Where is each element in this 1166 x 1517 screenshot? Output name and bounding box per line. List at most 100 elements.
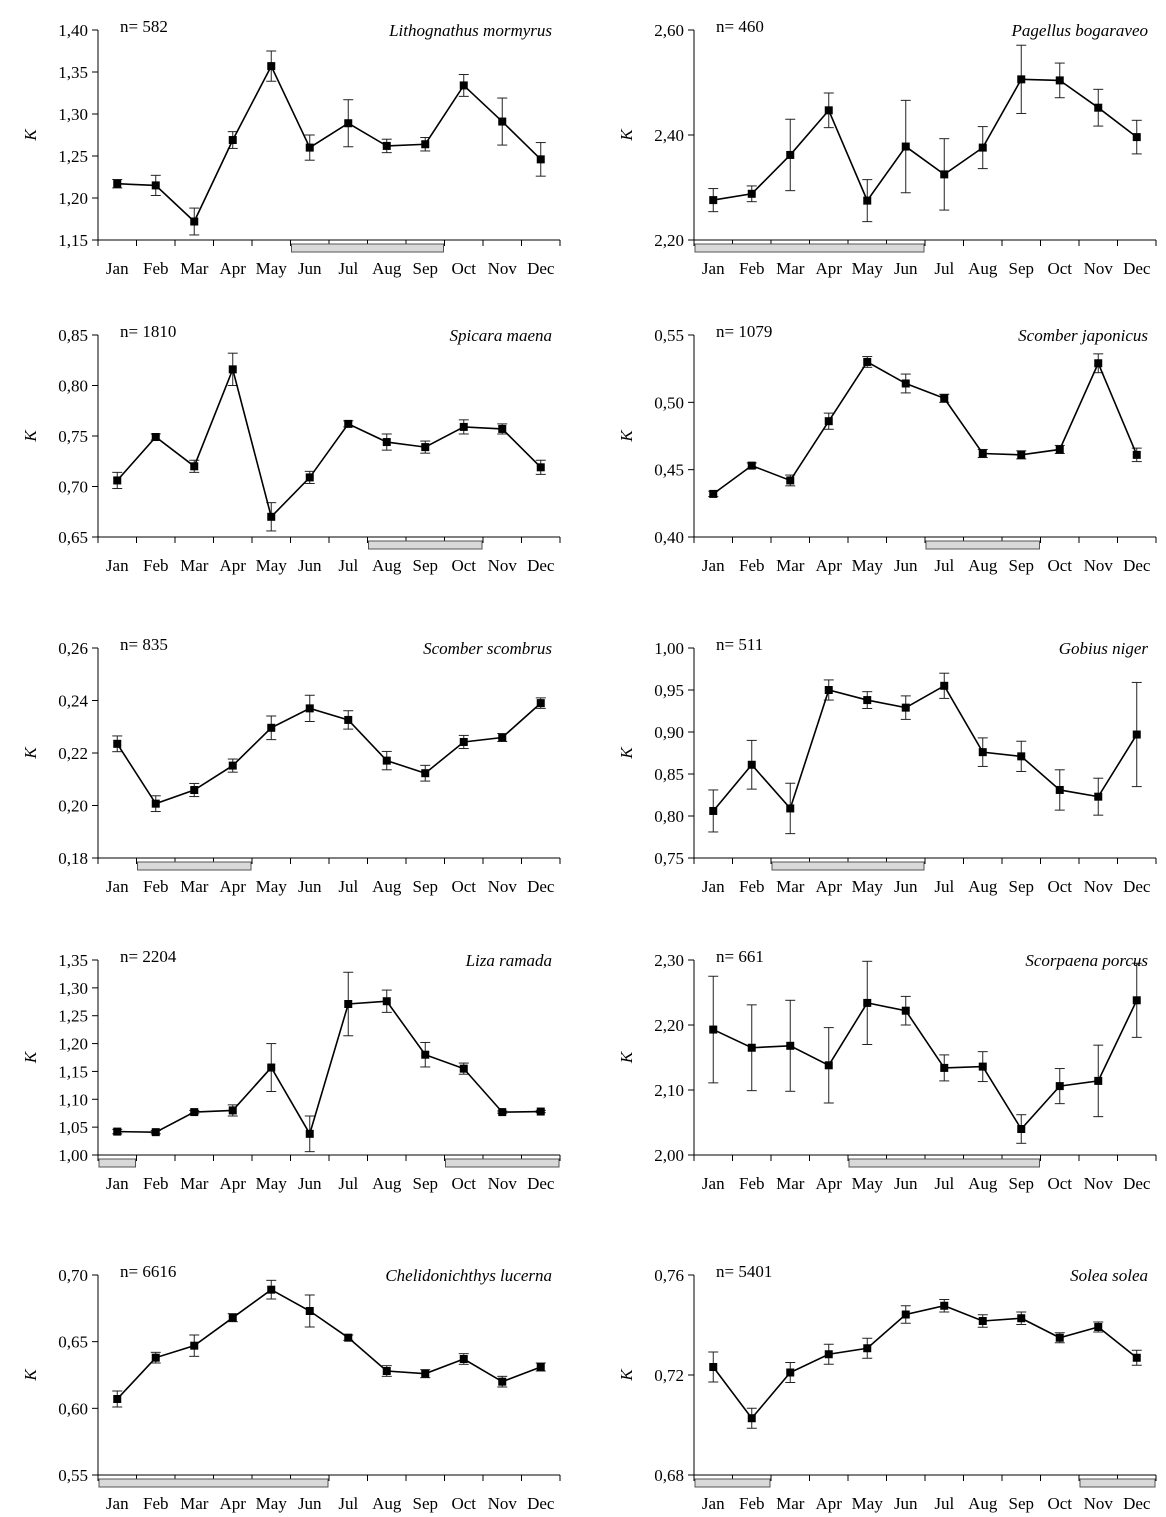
x-tick-label: Mar [180,1174,209,1193]
spawning-period-bar [368,540,483,550]
series-line [712,684,1138,812]
x-tick-label: Feb [739,259,765,278]
x-tick-label: Nov [488,1174,518,1193]
data-point [498,1108,507,1117]
spawning-period-bar [98,1158,136,1168]
data-point [1017,75,1026,84]
data-point [459,737,468,746]
y-tick-label: 1,20 [58,189,88,208]
data-point [1055,1082,1064,1091]
x-tick-label: Sep [413,556,439,575]
y-tick-label: 2,20 [654,231,684,250]
x-tick-label: Jul [934,556,954,575]
chart-panel-5: 0,18 0,20 0,22 0,24 0,26 Jan Feb Mar Apr May Jun Ju… [21,635,561,896]
y-tick-label: 0,90 [654,723,684,742]
spawning-period-bar [694,243,925,253]
x-tick-label: Jan [106,259,129,278]
y-axis-label: K [21,1368,40,1382]
data-point [747,1414,756,1423]
x-tick-label: Mar [776,1494,805,1513]
x-tick-label: Oct [1047,259,1072,278]
data-point [190,1108,199,1117]
x-tick-label: Jun [894,556,918,575]
data-point [151,181,160,190]
sample-size-label: n= 835 [120,635,168,654]
data-point [536,1363,545,1371]
data-point [382,756,391,765]
x-tick-label: Feb [739,1494,765,1513]
x-tick-label: Feb [143,259,169,278]
x-tick-label: Sep [1009,556,1035,575]
series-line [117,1000,541,1136]
x-tick-label: Oct [451,1174,476,1193]
x-tick-label: Dec [1123,556,1151,575]
data-point [1055,76,1064,85]
data-point [228,1313,237,1322]
data-point [228,1106,237,1115]
data-point [786,1041,795,1050]
x-tick-label: Feb [739,877,765,896]
data-point [1017,1314,1026,1323]
sample-size-label: n= 6616 [120,1262,176,1281]
chart-panel-2: 2,20 2,40 2,60 Jan Feb Mar Apr May Jun Jul Aug Sep O… [617,17,1157,278]
x-tick-label: Apr [220,556,247,575]
y-tick-label: 0,65 [58,1333,88,1352]
data-point [747,760,756,769]
x-tick-label: Jul [934,877,954,896]
chart-panel-4: 0,40 0,45 0,50 0,55 Jan Feb Mar Apr May Jun Jul Aug… [617,322,1157,575]
data-point [863,696,872,705]
species-title: Solea solea [1070,1266,1148,1285]
data-point [113,1127,122,1136]
data-point [344,715,353,724]
data-point [1132,996,1141,1005]
y-axis-label: K [21,1050,40,1064]
y-tick-label: 0,70 [58,478,88,497]
chart-panel-10: 0,68 0,72 0,76 Jan Feb Mar Apr May Jun Jul Aug Sep O… [617,1262,1157,1513]
species-title: Scorpaena porcus [1025,951,1148,970]
x-tick-label: Sep [1009,877,1035,896]
data-point [1094,1076,1103,1085]
y-tick-label: 0,55 [58,1466,88,1485]
x-tick-label: Nov [1084,1174,1114,1193]
x-tick-label: Nov [488,877,518,896]
y-tick-label: 0,85 [58,326,88,345]
data-point [901,1006,910,1015]
x-tick-label: Oct [451,556,476,575]
x-tick-label: Feb [739,556,765,575]
series-line [116,366,542,519]
data-point [190,217,199,226]
sample-size-label: n= 582 [120,17,168,36]
x-tick-label: Oct [1047,1174,1072,1193]
y-axis-label: K [617,429,636,443]
x-tick-label: Sep [1009,259,1035,278]
x-tick-label: Aug [968,259,998,278]
y-tick-label: 2,30 [654,951,684,970]
y-axis-label: K [617,1050,636,1064]
data-point [344,119,353,128]
y-tick-label: 0,40 [654,528,684,547]
x-tick-label: Apr [816,1174,843,1193]
y-tick-label: 1,15 [58,1062,88,1081]
x-tick-label: Jul [338,259,358,278]
species-title: Liza ramada [465,951,552,970]
sample-size-label: n= 1810 [120,322,176,341]
chart-panel-1: 1,15 1,20 1,25 1,30 1,35 1,40 Jan Feb Mar Apr May J… [21,17,561,278]
chart-panel-9: 0,55 0,60 0,65 0,70 Jan Feb Mar Apr May Jun Jul Aug… [21,1262,561,1513]
y-tick-label: 0,76 [654,1266,684,1285]
x-tick-label: Jul [338,1494,358,1513]
series-line [117,64,542,223]
data-point [786,150,795,159]
x-tick-label: Mar [776,1174,805,1193]
sample-size-label: n= 1079 [716,322,772,341]
x-tick-label: Apr [220,259,247,278]
y-axis-label: K [617,128,636,142]
data-point [421,443,430,452]
data-point [824,417,833,426]
data-point [498,117,507,126]
series-line [712,999,1138,1131]
x-tick-label: Aug [968,556,998,575]
x-tick-label: Apr [816,259,843,278]
data-point [940,681,949,690]
spawning-period-bar [925,540,1040,550]
x-tick-label: Jan [702,556,725,575]
